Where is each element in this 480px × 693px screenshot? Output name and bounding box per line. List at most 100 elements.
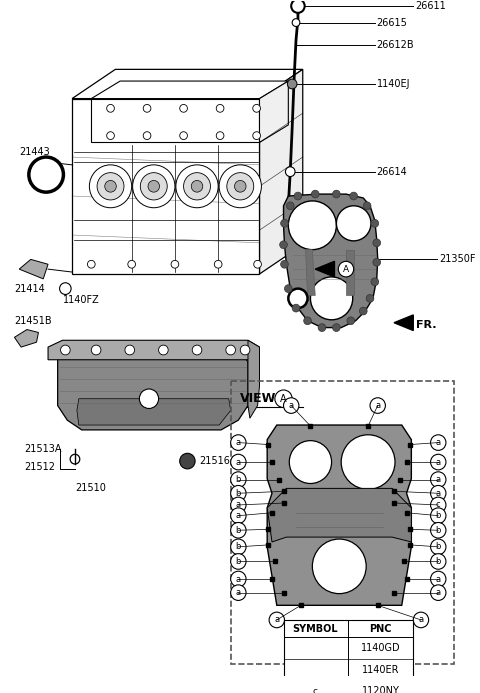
Polygon shape: [77, 398, 231, 425]
Polygon shape: [72, 69, 303, 98]
Text: a: a: [436, 475, 441, 484]
Circle shape: [287, 202, 294, 210]
Text: 26615: 26615: [377, 17, 408, 28]
Circle shape: [284, 398, 299, 413]
Circle shape: [253, 105, 261, 112]
Circle shape: [318, 324, 326, 331]
Text: 1140GD: 1140GD: [361, 643, 400, 653]
Circle shape: [97, 173, 124, 200]
Circle shape: [191, 180, 203, 192]
Text: 21513A: 21513A: [24, 444, 61, 455]
Circle shape: [143, 105, 151, 112]
Circle shape: [333, 324, 340, 331]
Text: b: b: [236, 557, 241, 566]
Circle shape: [294, 192, 302, 200]
Circle shape: [431, 455, 446, 470]
Circle shape: [227, 173, 254, 200]
Text: A: A: [343, 265, 349, 274]
Text: a: a: [436, 588, 441, 597]
Text: a: a: [236, 588, 241, 597]
Circle shape: [304, 317, 312, 324]
Circle shape: [288, 288, 308, 308]
Circle shape: [431, 585, 446, 600]
Text: b: b: [435, 543, 441, 552]
Text: a: a: [436, 438, 441, 447]
Circle shape: [128, 261, 135, 268]
Text: a: a: [236, 574, 241, 584]
Text: b: b: [236, 526, 241, 535]
Text: b: b: [435, 511, 441, 520]
Text: VIEW: VIEW: [240, 392, 276, 405]
Text: FR.: FR.: [416, 319, 437, 330]
Circle shape: [231, 539, 246, 554]
Polygon shape: [91, 81, 288, 98]
Polygon shape: [260, 69, 303, 274]
Circle shape: [288, 79, 297, 89]
Text: a: a: [236, 438, 241, 447]
Text: 21350F: 21350F: [439, 254, 476, 265]
Circle shape: [107, 105, 114, 112]
Circle shape: [312, 190, 319, 198]
Circle shape: [231, 554, 246, 569]
Text: a: a: [419, 615, 423, 624]
Text: 21421: 21421: [315, 297, 346, 306]
Circle shape: [285, 285, 292, 292]
Circle shape: [158, 345, 168, 355]
Circle shape: [91, 345, 101, 355]
Circle shape: [281, 220, 288, 227]
Circle shape: [183, 173, 210, 200]
Text: 1120NY: 1120NY: [361, 686, 399, 693]
Circle shape: [341, 435, 395, 489]
Polygon shape: [248, 340, 260, 418]
Circle shape: [431, 554, 446, 569]
Circle shape: [370, 398, 385, 413]
Text: 1140EJ: 1140EJ: [377, 79, 410, 89]
Text: 21512: 21512: [24, 462, 55, 472]
Circle shape: [231, 585, 246, 600]
Text: SYMBOL: SYMBOL: [292, 624, 338, 633]
Circle shape: [347, 317, 355, 324]
Text: b: b: [236, 543, 241, 552]
Circle shape: [333, 190, 340, 198]
Circle shape: [87, 261, 95, 268]
Text: 21414: 21414: [14, 283, 45, 294]
Polygon shape: [14, 330, 38, 347]
Circle shape: [180, 453, 195, 469]
Circle shape: [125, 345, 134, 355]
Polygon shape: [91, 98, 260, 143]
Text: a: a: [236, 500, 241, 509]
Circle shape: [291, 0, 305, 13]
Text: 21516A: 21516A: [199, 456, 237, 466]
Circle shape: [308, 640, 323, 656]
Circle shape: [148, 180, 159, 192]
Circle shape: [216, 105, 224, 112]
Circle shape: [292, 304, 300, 312]
Circle shape: [132, 165, 175, 208]
Circle shape: [143, 132, 151, 139]
Circle shape: [311, 277, 353, 319]
Circle shape: [231, 571, 246, 587]
Circle shape: [231, 508, 246, 523]
Text: A: A: [280, 394, 287, 404]
Circle shape: [363, 202, 371, 210]
Polygon shape: [19, 259, 48, 279]
Circle shape: [431, 497, 446, 513]
Circle shape: [269, 612, 285, 628]
Circle shape: [215, 261, 222, 268]
Circle shape: [292, 19, 300, 26]
Circle shape: [373, 239, 381, 247]
Text: a: a: [375, 401, 380, 410]
Circle shape: [431, 539, 446, 554]
Text: 1140FZ: 1140FZ: [62, 295, 99, 306]
Circle shape: [288, 201, 336, 249]
Circle shape: [29, 157, 63, 192]
Circle shape: [107, 132, 114, 139]
Circle shape: [60, 345, 70, 355]
Polygon shape: [48, 340, 260, 360]
Text: a: a: [436, 574, 441, 584]
Circle shape: [253, 132, 261, 139]
Text: c: c: [436, 500, 441, 509]
Circle shape: [336, 206, 371, 241]
Circle shape: [226, 345, 236, 355]
Polygon shape: [306, 249, 315, 295]
